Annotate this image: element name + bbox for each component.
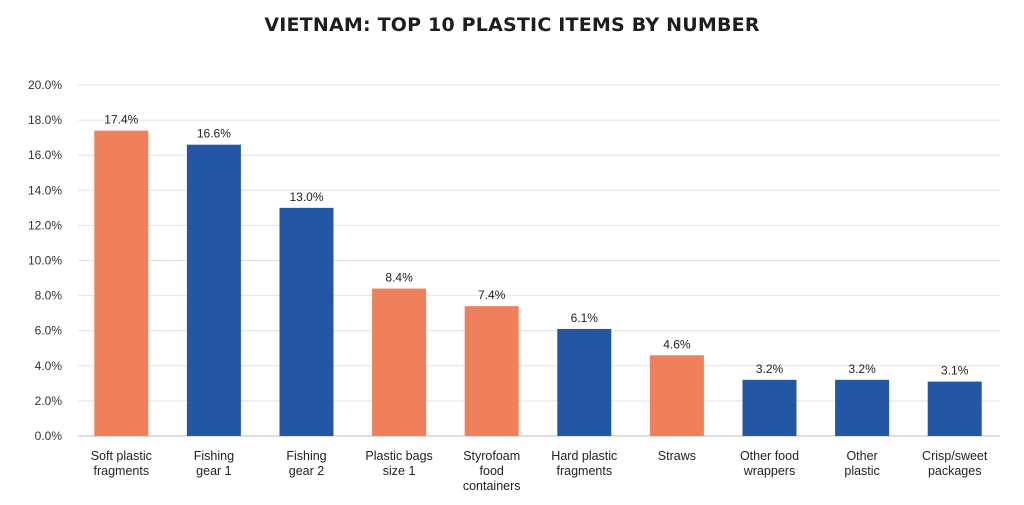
data-label: 17.4% (104, 113, 138, 127)
bar (186, 144, 241, 437)
value-labels: 17.4% 16.6% 13.0% 8.4% 7.4% 6.1% 4.6% 3.2% 3.2% 3… (104, 113, 968, 378)
bar (94, 130, 149, 436)
bars (94, 130, 982, 437)
category-label: Soft plastic fragments (91, 449, 152, 478)
category-label: Plastic bags size 1 (365, 449, 432, 478)
data-label: 13.0% (289, 190, 323, 204)
data-label: 16.6% (197, 127, 231, 141)
data-label: 8.4% (385, 271, 413, 285)
category-label: Straws (658, 449, 696, 463)
y-tick-label: 0.0% (35, 429, 63, 443)
y-tick-label: 10.0% (28, 254, 62, 268)
bar (279, 207, 334, 436)
data-label: 3.2% (756, 362, 784, 376)
category-label: Styrofoam food containers (463, 449, 521, 493)
bar (649, 355, 704, 436)
bar (927, 381, 982, 436)
y-tick-label: 14.0% (28, 183, 62, 197)
y-axis-ticks: 0.0% 2.0% 4.0% 6.0% 8.0% 10.0% 12.0% 14.0% 16.0%… (28, 78, 62, 443)
bar (742, 379, 797, 436)
y-tick-label: 12.0% (28, 218, 62, 232)
data-label: 7.4% (478, 288, 506, 302)
category-label: Fishing gear 1 (194, 449, 234, 478)
y-tick-label: 16.0% (28, 148, 62, 162)
bar (835, 379, 890, 436)
data-label: 4.6% (663, 337, 691, 351)
bar (464, 306, 519, 436)
y-tick-label: 18.0% (28, 113, 62, 127)
category-label: Crisp/sweet packages (922, 449, 988, 478)
bar (557, 328, 612, 436)
y-tick-label: 8.0% (35, 289, 63, 303)
category-labels: Soft plastic fragments Fishing gear 1 Fishin… (91, 449, 988, 493)
y-tick-label: 6.0% (35, 324, 63, 338)
y-tick-label: 4.0% (35, 359, 63, 373)
category-label: Hard plastic fragments (551, 449, 617, 478)
y-tick-label: 20.0% (28, 78, 62, 92)
category-label: Fishing gear 2 (286, 449, 326, 478)
category-label: Other plastic (844, 449, 879, 478)
category-label: Other food wrappers (740, 449, 799, 478)
bar (372, 288, 427, 436)
data-label: 6.1% (571, 311, 599, 325)
chart-title: VIETNAM: TOP 10 PLASTIC ITEMS BY NUMBER (264, 14, 760, 36)
data-label: 3.2% (848, 362, 876, 376)
y-tick-label: 2.0% (35, 394, 63, 408)
data-label: 3.1% (941, 364, 969, 378)
